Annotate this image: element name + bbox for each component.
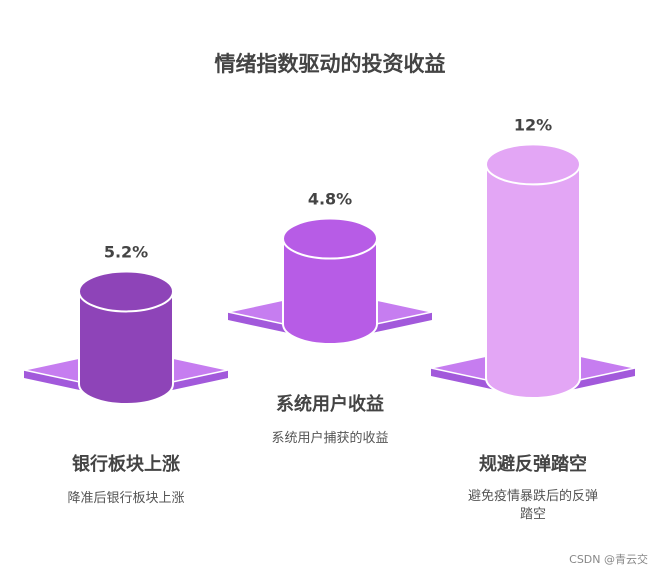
- category-description: 避免疫情暴跌后的反弹: [468, 488, 598, 504]
- category-description: 系统用户捕获的收益: [271, 430, 388, 446]
- bar-cylinder-top: [485, 143, 581, 186]
- data-label: 12%: [514, 115, 552, 134]
- category-description: 降准后银行板块上涨: [67, 491, 184, 506]
- category-description-cont: 踏空: [520, 507, 546, 522]
- category-label: 系统用户收益: [276, 393, 384, 415]
- data-label: 4.8%: [308, 190, 352, 209]
- chart-title: 情绪指数驱动的投资收益: [214, 52, 446, 76]
- watermark: CSDN @青云交: [569, 553, 648, 566]
- bar-cylinder-body: [282, 237, 378, 345]
- data-label: 5.2%: [104, 242, 148, 261]
- category-label: 规避反弹踏空: [479, 453, 587, 475]
- category-label: 银行板块上涨: [72, 453, 180, 475]
- bar-cylinder-body: [485, 163, 581, 399]
- bar-cylinder-top: [78, 270, 174, 313]
- bar-cylinder-top: [282, 217, 378, 260]
- bar-cylinder-body: [78, 290, 174, 405]
